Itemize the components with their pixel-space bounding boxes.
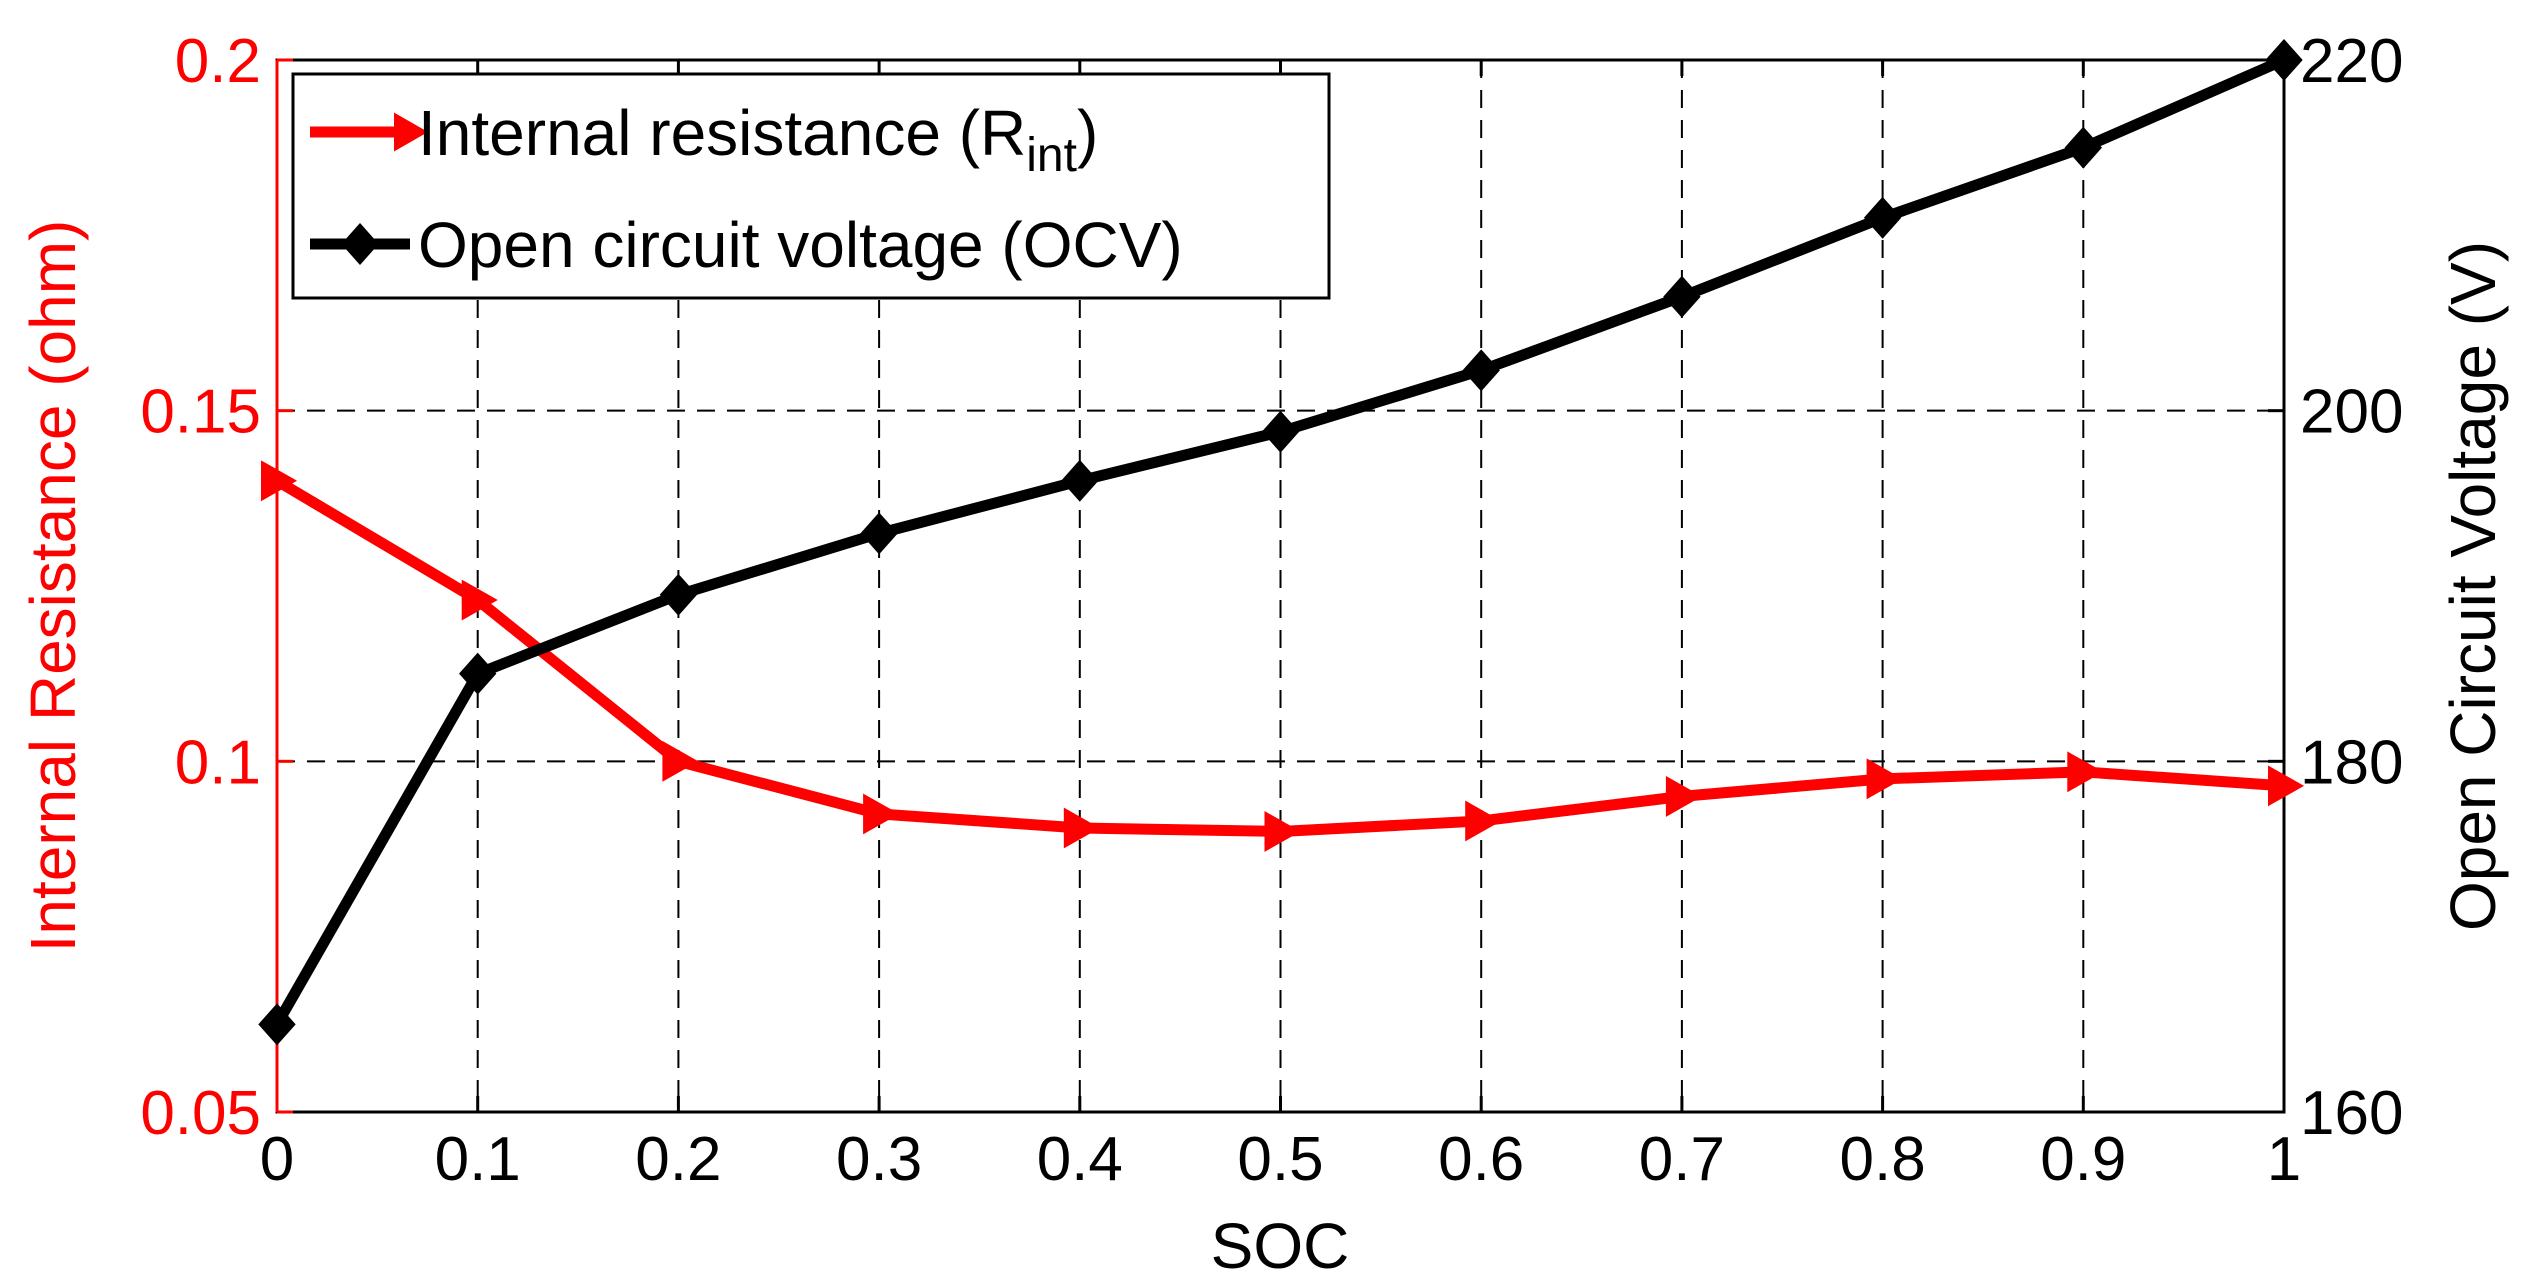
left-y-axis: 0.05 0.1 0.15 0.2 (140, 27, 293, 1148)
legend: Internal resistance (Rint) Open circuit … (291, 72, 1331, 300)
data-point-rint (1866, 758, 1903, 800)
data-point-rint (2067, 751, 2104, 793)
data-point-ocv (2064, 126, 2102, 169)
data-point-ocv (258, 1003, 296, 1046)
left-y-tick-label: 0.15 (140, 378, 261, 447)
x-tick-label: 0.5 (1237, 1125, 1323, 1194)
right-y-axis: 160 180 200 220 (2268, 27, 2403, 1148)
data-point-ocv (860, 512, 898, 555)
x-tick-label: 0.7 (1639, 1125, 1725, 1194)
left-y-tick-label: 0.05 (140, 1079, 261, 1148)
data-point-rint (863, 793, 900, 835)
data-point-rint (1665, 775, 1702, 817)
data-point-rint (1465, 800, 1502, 842)
data-point-ocv (1261, 410, 1300, 453)
x-tick-label: 0.6 (1438, 1125, 1524, 1194)
right-y-tick-label: 160 (2300, 1079, 2403, 1148)
data-point-rint (461, 579, 498, 621)
legend-label-ocv: Open circuit voltage (OCV) (418, 209, 1183, 281)
x-tick-label: 1 (2267, 1125, 2301, 1194)
data-point-ocv (2265, 38, 2303, 82)
x-tick-label: 0.2 (635, 1125, 721, 1194)
x-axis: 0 0.1 0.2 0.3 0.4 0.5 0.6 0.7 0.8 0.9 1 (260, 60, 2301, 1194)
right-y-axis-title: Open Circuit Voltage (V) (2437, 241, 2509, 931)
right-y-tick-label: 200 (2300, 378, 2403, 447)
series-layer (258, 38, 2305, 1046)
left-y-tick-label: 0.1 (175, 728, 261, 797)
data-point-ocv (459, 652, 497, 695)
data-point-ocv (1863, 196, 1902, 239)
x-tick-label: 0.9 (2040, 1125, 2126, 1194)
x-tick-label: 0.3 (836, 1125, 922, 1194)
data-point-ocv (1061, 459, 1099, 502)
x-axis-title: SOC (1211, 1210, 1350, 1282)
data-point-rint (662, 740, 699, 782)
right-y-tick-label: 180 (2300, 728, 2403, 797)
left-y-tick-label: 0.2 (175, 27, 261, 96)
grid (277, 60, 2284, 1112)
data-point-rint (2268, 765, 2305, 807)
x-tick-label: 0.1 (435, 1125, 521, 1194)
legend-marker-ocv (341, 222, 379, 266)
legend-box (291, 72, 1331, 300)
data-point-ocv (1462, 349, 1500, 392)
x-tick-label: 0.4 (1037, 1125, 1123, 1194)
left-y-axis-title: Internal Resistance (ohm) (17, 220, 89, 953)
data-point-ocv (659, 573, 698, 616)
data-point-rint (261, 460, 298, 502)
right-y-tick-label: 220 (2300, 27, 2403, 96)
data-point-ocv (1663, 275, 1701, 318)
data-point-rint (1264, 811, 1301, 852)
legend-marker-rint (394, 112, 429, 152)
legend-label-rint-subscript: int (1026, 129, 1077, 182)
legend-label-rint: Internal resistance (Rint) (418, 97, 1098, 182)
x-tick-label: 0 (260, 1125, 294, 1194)
data-point-rint (1063, 807, 1100, 849)
x-tick-label: 0.8 (1839, 1125, 1925, 1194)
